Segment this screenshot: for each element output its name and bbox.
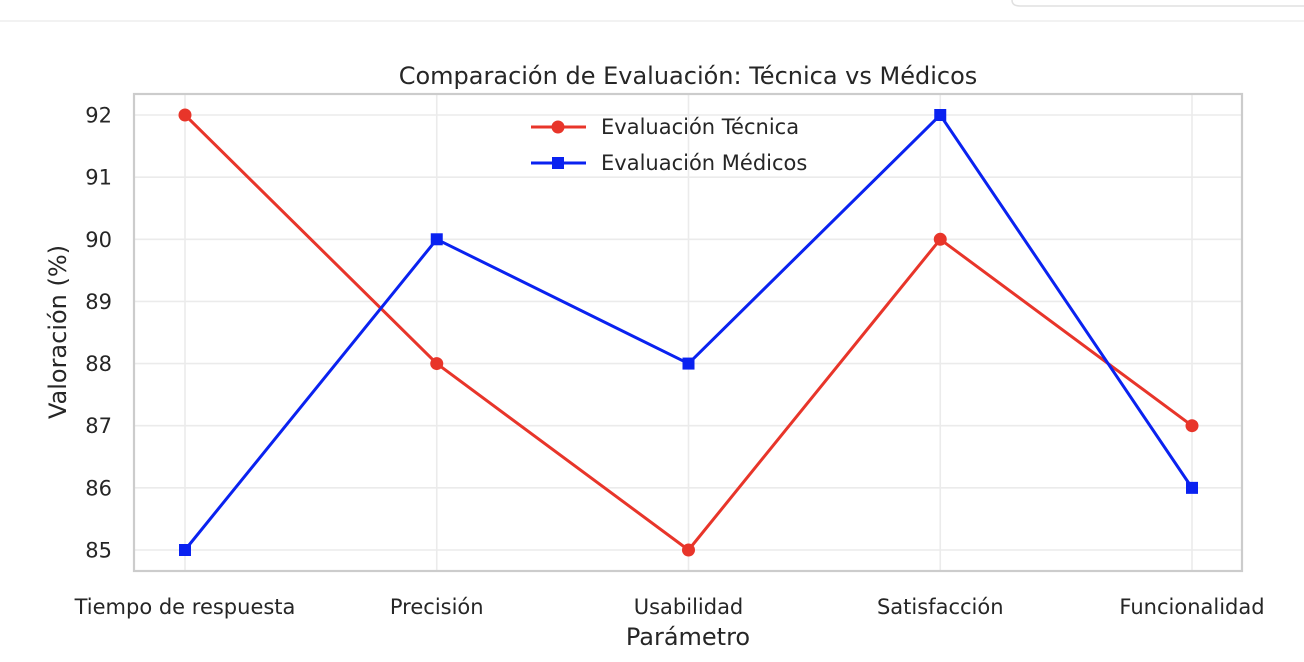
- y-tick-label: 87: [85, 414, 112, 438]
- x-tick-label: Satisfacción: [877, 595, 1004, 619]
- y-tick-label: 89: [85, 290, 112, 314]
- x-axis-label: Parámetro: [626, 623, 750, 651]
- x-tick-label: Tiempo de respuesta: [74, 595, 296, 619]
- legend-marker-circle: [551, 120, 565, 134]
- legend-label-tecnica: Evaluación Técnica: [601, 115, 799, 139]
- data-point-evaluacion-medicos-satisfaccion: [934, 109, 947, 121]
- legend: Evaluación Técnica Evaluación Médicos: [531, 115, 807, 175]
- data-point-evaluacion-medicos-funcionalidad: [1186, 481, 1198, 494]
- x-tick-label: Funcionalidad: [1119, 595, 1264, 619]
- y-tick-label: 90: [85, 228, 112, 252]
- legend-marker-square: [552, 157, 564, 169]
- data-point-evaluacion-medicos-tiempo-de-respuesta: [179, 544, 191, 556]
- x-tick-label: Usabilidad: [634, 595, 744, 619]
- y-tick-label: 91: [85, 166, 112, 190]
- legend-entry-medicos: Evaluación Médicos: [531, 151, 807, 175]
- series: [178, 108, 1199, 557]
- data-point-evaluacion-medicos-precision: [430, 233, 443, 246]
- window-corner-fragment: [1011, 0, 1304, 7]
- chart-title: Comparación de Evaluación: Técnica vs Mé…: [399, 62, 978, 90]
- data-point-evaluacion-tecnica-usabilidad: [682, 543, 695, 557]
- y-axis-label: Valoración (%): [44, 245, 72, 419]
- x-tick-label: Precisión: [390, 595, 484, 619]
- legend-label-medicos: Evaluación Médicos: [601, 151, 807, 175]
- x-axis-ticks: Tiempo de respuesta Precisión Usabilidad Sa…: [74, 595, 1265, 619]
- series-evaluacion-medicos: [179, 109, 1198, 556]
- y-tick-label: 86: [85, 476, 112, 500]
- plot-frame: [132, 92, 1244, 573]
- legend-entry-tecnica: Evaluación Técnica: [531, 115, 799, 139]
- data-point-evaluacion-tecnica-precision: [430, 357, 444, 371]
- y-tick-label: 88: [85, 352, 112, 376]
- series-evaluacion-tecnica: [178, 108, 1199, 557]
- data-point-evaluacion-tecnica-funcionalidad: [1185, 419, 1199, 433]
- y-axis-ticks: 85 86 87 88 89 90 91 92: [85, 104, 112, 563]
- data-point-evaluacion-medicos-usabilidad: [682, 357, 695, 370]
- y-tick-label: 85: [85, 539, 112, 563]
- data-point-evaluacion-tecnica-tiempo-de-respuesta: [178, 108, 192, 122]
- data-point-evaluacion-tecnica-satisfaccion: [933, 232, 947, 246]
- y-tick-label: 92: [85, 104, 112, 128]
